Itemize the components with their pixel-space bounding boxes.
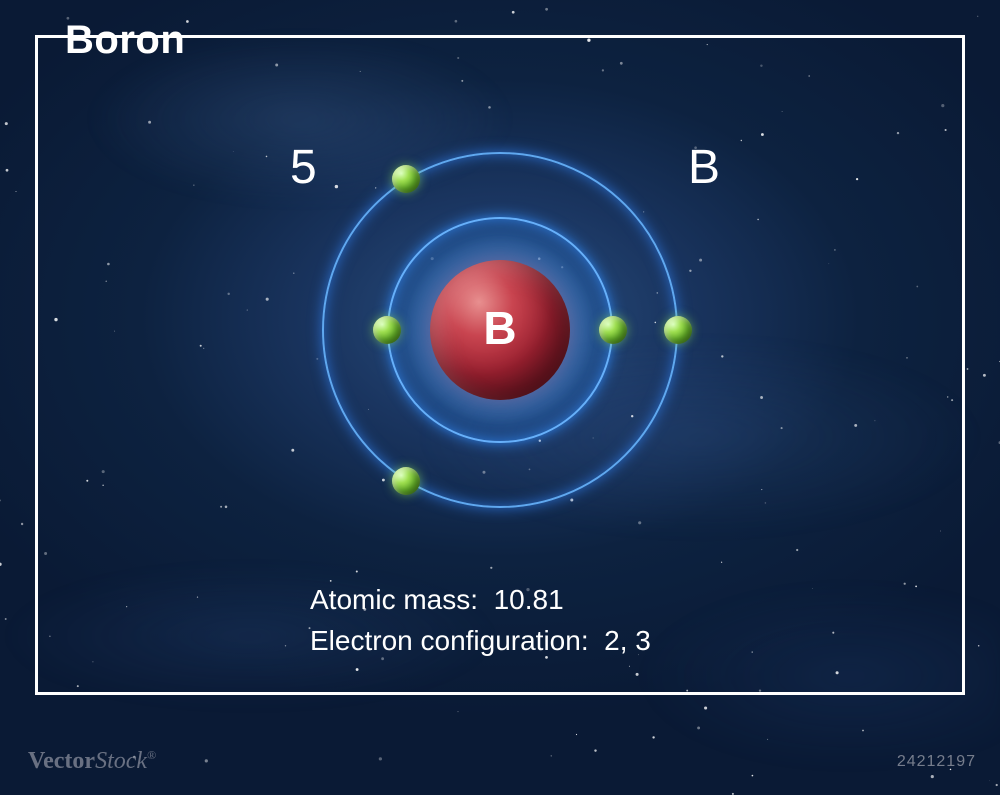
registered-icon: ® <box>147 748 156 762</box>
electron-config-label: Electron configuration: <box>310 625 589 656</box>
electron-config-row: Electron configuration: 2, 3 <box>310 621 651 662</box>
nucleus: B <box>430 260 570 400</box>
title-container: Boron <box>55 18 203 62</box>
element-info: Atomic mass: 10.81 Electron configuratio… <box>310 580 651 661</box>
watermark-suffix: Stock <box>95 748 147 774</box>
electron <box>373 316 401 344</box>
electron <box>392 467 420 495</box>
electron <box>664 316 692 344</box>
watermark-prefix: Vector <box>28 748 95 774</box>
electron <box>599 316 627 344</box>
electron <box>392 165 420 193</box>
element-symbol-label: B <box>688 140 720 195</box>
atomic-mass-row: Atomic mass: 10.81 <box>310 580 651 621</box>
watermark-id: 24212197 <box>897 753 976 771</box>
nucleus-symbol: B <box>483 301 516 355</box>
element-name: Boron <box>65 18 185 63</box>
watermark-brand: VectorStock® <box>28 748 156 775</box>
atomic-number-label: 5 <box>290 140 317 195</box>
atomic-mass-label: Atomic mass: <box>310 584 478 615</box>
electron-config-value: 2, 3 <box>604 625 651 656</box>
atomic-mass-value: 10.81 <box>494 584 564 615</box>
